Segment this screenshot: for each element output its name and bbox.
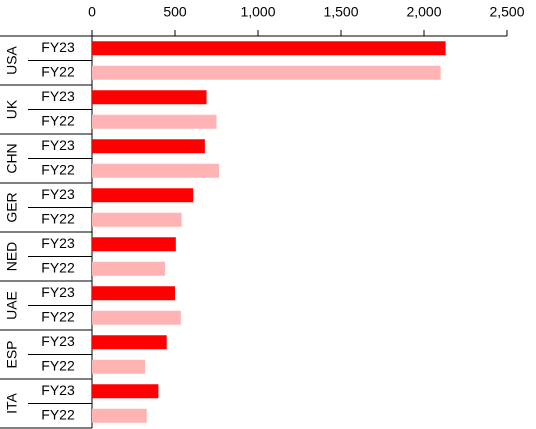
- bar: [92, 90, 207, 105]
- series-label: FY23: [41, 333, 75, 349]
- x-tick-label: 500: [163, 4, 187, 20]
- x-tick-label: 2,500: [489, 4, 524, 20]
- bar: [92, 261, 166, 276]
- bar: [92, 65, 441, 80]
- series-label: FY23: [41, 382, 75, 398]
- category-label: CHN: [4, 143, 20, 173]
- series-label: FY23: [41, 39, 75, 55]
- bar: [92, 408, 147, 423]
- x-tick-label: 2,000: [406, 4, 441, 20]
- bar: [92, 237, 176, 252]
- bar: [92, 335, 167, 350]
- series-label: FY23: [41, 284, 75, 300]
- series-label: FY22: [41, 112, 75, 128]
- x-tick-label: 1,000: [240, 4, 275, 20]
- category-label: UK: [4, 99, 20, 119]
- bar: [92, 310, 181, 325]
- category-label: ITA: [4, 392, 20, 413]
- series-label: FY22: [41, 63, 75, 79]
- series-label: FY23: [41, 186, 75, 202]
- bar: [92, 139, 205, 154]
- bar: [92, 41, 446, 56]
- bar: [92, 286, 175, 301]
- bar: [92, 188, 194, 203]
- category-label: NED: [4, 242, 20, 272]
- bar: [92, 114, 217, 129]
- x-tick-label: 0: [88, 4, 96, 20]
- category-label: USA: [4, 45, 20, 74]
- category-label: GER: [4, 192, 20, 222]
- series-label: FY23: [41, 137, 75, 153]
- category-label: UAE: [4, 291, 20, 320]
- series-label: FY22: [41, 259, 75, 275]
- series-label: FY22: [41, 161, 75, 177]
- series-label: FY23: [41, 88, 75, 104]
- series-label: FY23: [41, 235, 75, 251]
- series-label: FY22: [41, 210, 75, 226]
- series-label: FY22: [41, 406, 75, 422]
- series-label: FY22: [41, 357, 75, 373]
- bar: [92, 359, 146, 374]
- bar: [92, 384, 159, 399]
- bar: [92, 212, 182, 227]
- bar: [92, 163, 219, 178]
- series-label: FY22: [41, 308, 75, 324]
- category-label: ESP: [4, 340, 20, 368]
- x-tick-label: 1,500: [323, 4, 358, 20]
